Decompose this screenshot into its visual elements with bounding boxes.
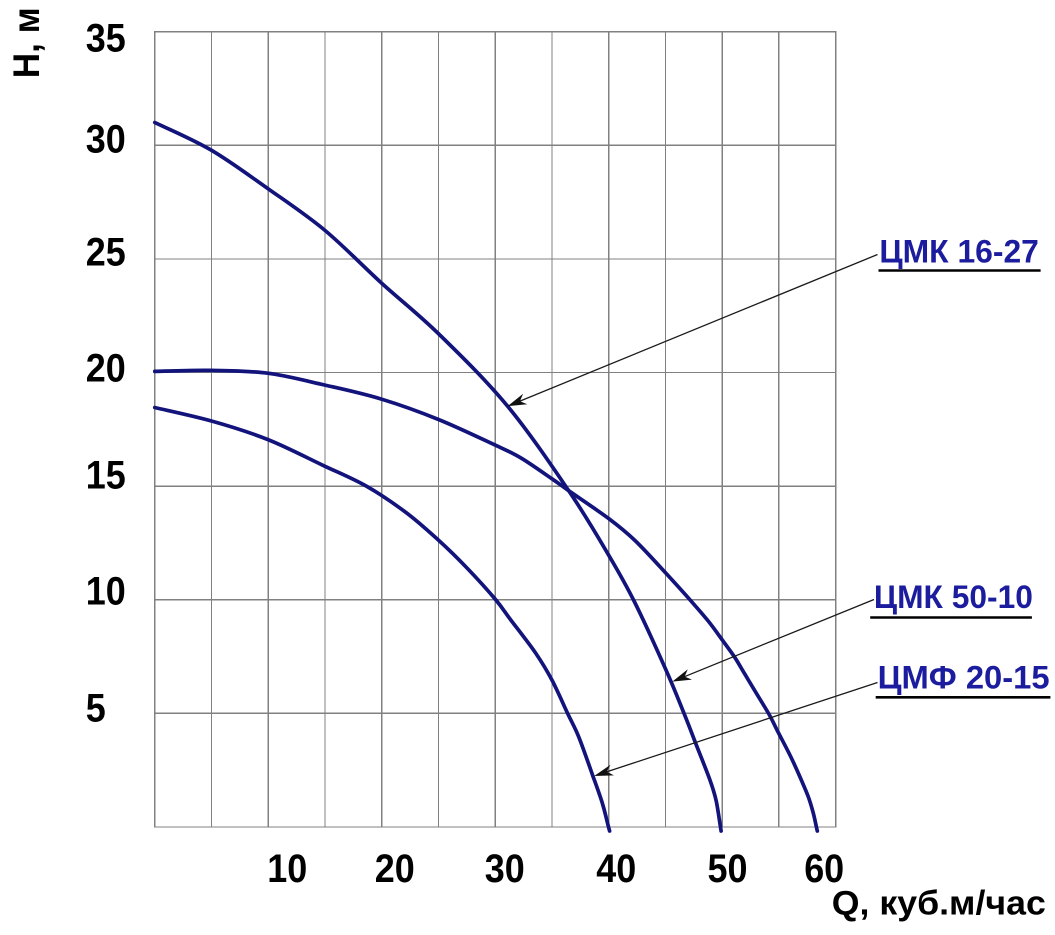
svg-text:Н, м: Н, м (5, 7, 47, 78)
svg-text:10: 10 (267, 847, 307, 891)
svg-text:ЦМК 16-27: ЦМК 16-27 (879, 233, 1039, 269)
svg-text:30: 30 (485, 847, 525, 891)
svg-text:40: 40 (596, 847, 636, 891)
svg-text:10: 10 (86, 570, 126, 614)
svg-text:5: 5 (86, 687, 106, 731)
svg-text:ЦМФ 20-15: ЦМФ 20-15 (878, 659, 1050, 695)
svg-text:50: 50 (708, 847, 748, 891)
svg-text:ЦМК 50-10: ЦМК 50-10 (874, 579, 1033, 615)
svg-text:Q, куб.м/час: Q, куб.м/час (832, 885, 1046, 923)
svg-text:15: 15 (86, 454, 126, 498)
svg-text:60: 60 (804, 847, 844, 891)
svg-text:20: 20 (86, 346, 126, 390)
svg-text:35: 35 (86, 17, 126, 61)
svg-text:20: 20 (375, 847, 415, 891)
svg-text:30: 30 (86, 118, 126, 162)
svg-text:25: 25 (86, 230, 126, 274)
